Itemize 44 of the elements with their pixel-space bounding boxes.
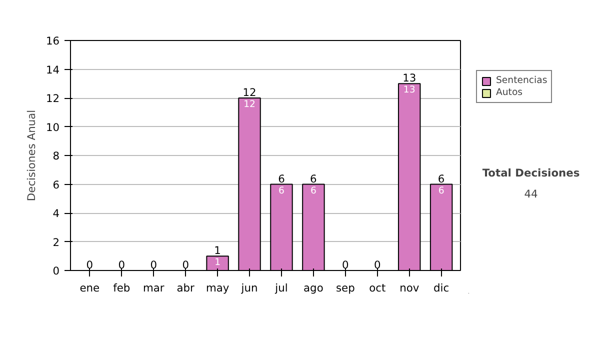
- total-label: 0: [182, 258, 190, 272]
- total-label: 0: [118, 258, 126, 272]
- y-tick-label: 8: [52, 150, 60, 162]
- data-label: 6: [310, 185, 316, 196]
- total-label: 1: [214, 244, 221, 258]
- x-tick-label: jul: [274, 282, 288, 294]
- x-tick-label: nov: [400, 282, 420, 294]
- x-tick-label: dic: [434, 282, 450, 294]
- total-label: 6: [310, 172, 318, 186]
- total-label: 13: [402, 72, 416, 85]
- x-tick-label: oct: [369, 282, 386, 294]
- text: Total Decisiones: [482, 166, 580, 180]
- data-label: 1: [214, 257, 221, 268]
- y-tick-label: 16: [46, 34, 60, 48]
- x-tick-label: feb: [113, 282, 130, 294]
- data-label: 13: [403, 84, 416, 96]
- legend-label: Autos: [496, 87, 523, 98]
- y-tick-label: 14: [46, 63, 60, 76]
- total-label: 6: [278, 172, 286, 186]
- total-label: 0: [150, 258, 158, 272]
- text: 44: [524, 187, 538, 200]
- x-tick-label: ago: [304, 282, 324, 294]
- data-label: 6: [438, 185, 444, 196]
- x-tick-label: may: [206, 282, 230, 294]
- y-tick-label: 0: [52, 264, 60, 278]
- legend-label: Sentencias: [496, 75, 548, 86]
- x-tick-label: abr: [176, 282, 196, 294]
- y-tick-label: 6: [52, 178, 60, 192]
- data-label: 6: [278, 185, 285, 196]
- total-label: 6: [438, 172, 445, 186]
- total-label: 0: [374, 258, 381, 272]
- y-tick-label: 2: [52, 236, 60, 249]
- x-tick-label: ene: [80, 282, 100, 294]
- y-tick-label: 4: [52, 207, 60, 220]
- x-tick-label: mar: [142, 282, 165, 294]
- total-label: 12: [242, 86, 256, 99]
- x-tick-label: sep: [336, 282, 356, 294]
- total-label: 0: [342, 258, 350, 272]
- y-tick-label: 10: [46, 120, 60, 134]
- total-label: 0: [86, 258, 94, 272]
- data-label: 12: [244, 99, 256, 110]
- x-tick-label: jun: [240, 282, 258, 294]
- y-tick-label: 12: [46, 92, 60, 105]
- y-axis-title: Decisiones Anual: [24, 110, 38, 202]
